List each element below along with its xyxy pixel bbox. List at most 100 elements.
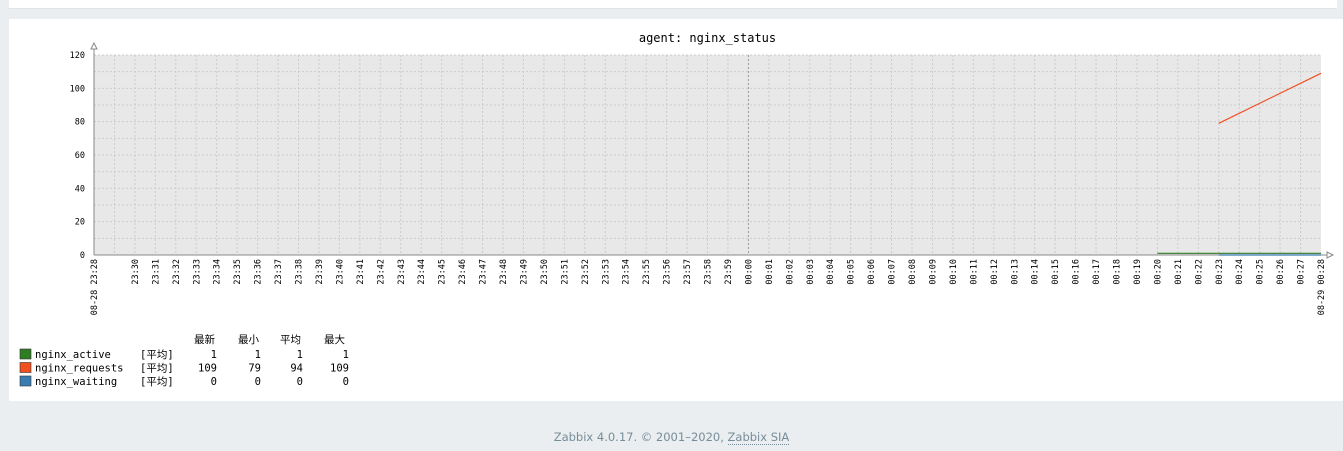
legend-item-name: nginx_requests [35,363,124,375]
footer: Zabbix 4.0.17. © 2001–2020, Zabbix SIA [0,430,1343,445]
x-tick-label: 00:10 [949,259,959,285]
y-tick-label: 60 [75,151,85,161]
x-tick-label: 23:32 [172,259,182,285]
y-tick-label: 80 [75,118,85,128]
x-tick-label: 23:53 [601,259,611,285]
x-end-label: 08-29 00:28 [1317,259,1327,315]
legend-stat-last: 1 [211,349,217,361]
x-tick-label: 23:55 [642,259,652,285]
x-tick-label: 23:52 [581,259,591,285]
x-tick-label: 23:45 [438,259,448,285]
x-tick-label: 23:41 [356,259,366,285]
x-tick-label: 00:02 [785,259,795,285]
x-tick-label: 00:23 [1215,259,1225,285]
legend-stat-max: 0 [343,376,349,388]
x-tick-label: 23:34 [213,259,223,285]
legend-header: 平均 [280,334,301,346]
legend-item-func: [平均] [140,376,174,388]
x-tick-label: 23:46 [458,259,468,285]
x-tick-label: 00:18 [1113,259,1123,285]
nginx-status-graph[interactable]: agent: nginx_status02040608010012008-28 … [9,19,1343,401]
x-tick-label: 00:15 [1051,259,1061,285]
x-tick-label: 00:03 [806,259,816,285]
series-line-nginx_requests [1218,72,1322,124]
x-tick-label: 00:26 [1276,259,1286,285]
x-tick-label: 00:07 [888,259,898,285]
x-tick-label: 00:09 [928,259,938,285]
x-tick-label: 23:40 [335,259,345,285]
legend-header: 最小 [238,334,259,346]
x-tick-label: 00:20 [1153,259,1163,285]
x-tick-label: 00:11 [969,259,979,285]
legend-swatch-nginx_waiting [19,375,32,387]
x-tick-label: 23:35 [233,259,243,285]
x-tick-label: 00:00 [744,259,754,285]
x-tick-label: 00:17 [1092,259,1102,285]
x-start-label: 08-28 23:28 [90,259,100,315]
x-tick-label: 00:01 [765,259,775,285]
x-tick-label: 00:27 [1297,259,1307,285]
legend-stat-min: 79 [248,363,261,375]
x-tick-label: 00:24 [1235,259,1245,285]
legend-stat-max: 109 [330,363,349,375]
x-tick-label: 23:49 [519,259,529,285]
x-tick-label: 23:37 [274,259,284,285]
x-tick-label: 23:58 [704,259,714,285]
x-tick-label: 23:54 [622,259,632,285]
chart-title: agent: nginx_status [639,31,776,45]
x-tick-label: 23:47 [479,259,489,285]
y-tick-label: 120 [70,51,85,61]
legend-stat-avg: 0 [297,376,303,388]
x-tick-label: 23:51 [560,259,570,285]
legend-stat-min: 1 [255,349,261,361]
x-tick-label: 00:12 [990,259,1000,285]
x-tick-label: 23:30 [131,259,141,285]
y-tick-label: 20 [75,218,85,228]
x-tick-label: 23:38 [295,259,305,285]
legend-stat-avg: 94 [290,363,303,375]
y-tick-label: 0 [80,251,85,261]
legend-item-func: [平均] [140,349,174,361]
x-tick-label: 23:33 [192,259,202,285]
y-tick-label: 100 [70,84,85,94]
legend-stat-last: 0 [211,376,217,388]
x-tick-label: 23:42 [376,259,386,285]
x-tick-label: 00:19 [1133,259,1143,285]
footer-company-link[interactable]: Zabbix SIA [727,430,790,445]
legend-stat-max: 1 [343,349,349,361]
x-tick-label: 00:16 [1072,259,1082,285]
legend-header: 最新 [194,333,215,346]
legend-item-func: [平均] [140,363,174,375]
legend-swatch-nginx_requests [19,362,32,373]
legend-item-name: nginx_active [35,349,111,361]
x-axis-arrow [1326,251,1335,259]
x-tick-label: 00:05 [847,259,857,285]
x-tick-label: 23:56 [663,259,673,285]
x-tick-label: 00:25 [1256,259,1266,285]
legend-swatch-nginx_active [19,348,32,360]
x-tick-label: 23:57 [683,259,693,285]
graph-panel: agent: nginx_status 0 20 40 60 80 100 120 08-28 … [9,19,1343,401]
x-tick-label: 23:31 [151,259,161,285]
x-tick-label: 00:13 [1010,259,1020,285]
x-tick-label: 23:36 [254,259,264,285]
legend-stat-min: 0 [255,376,261,388]
x-tick-label: 00:04 [826,259,836,285]
x-tick-label: 23:48 [499,259,509,285]
x-tick-label: 23:39 [315,259,325,285]
x-tick-label: 00:22 [1194,259,1204,285]
legend-stat-avg: 1 [297,349,303,361]
legend-item-name: nginx_waiting [35,376,117,388]
x-tick-label: 23:50 [540,259,550,285]
previous-widget-panel [9,0,1337,9]
y-tick-label: 40 [75,184,85,194]
legend-stat-last: 109 [198,363,217,375]
x-tick-label: 00:06 [867,259,877,285]
x-tick-label: 23:44 [417,259,427,285]
footer-version: Zabbix 4.0.17. © 2001–2020, [553,430,728,444]
x-tick-label: 00:08 [908,259,918,285]
x-tick-label: 00:14 [1031,259,1041,285]
x-tick-label: 00:21 [1174,259,1184,285]
x-tick-label: 23:43 [397,259,407,285]
x-tick-label: 23:59 [724,259,734,285]
